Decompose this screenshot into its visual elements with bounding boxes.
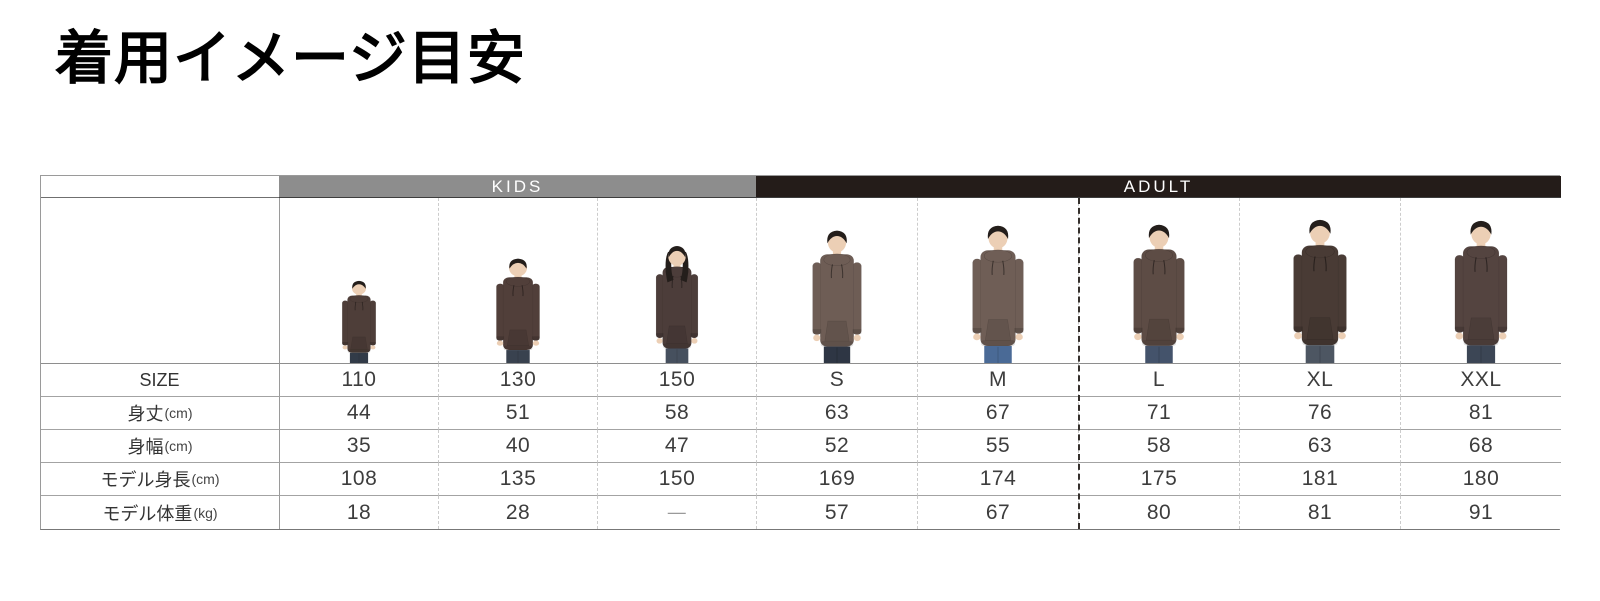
- model-figure: [812, 230, 862, 363]
- photo-row-label-cell: [41, 198, 279, 364]
- model-figure: [496, 258, 540, 363]
- row-label-size: SIZE: [41, 364, 279, 397]
- body-length-value: 58: [597, 397, 756, 430]
- body-width-value: 68: [1400, 430, 1561, 463]
- size-value: 110: [279, 364, 438, 397]
- model-photo-l: [1078, 198, 1239, 364]
- sizing-table: KIDS ADULT SIZE 110 130 150 S M L XL XXL…: [40, 175, 1561, 530]
- model-weight-value: 28: [438, 496, 597, 529]
- body-width-value: 47: [597, 430, 756, 463]
- body-width-value: 63: [1239, 430, 1400, 463]
- page-title: 着用イメージ目安: [55, 26, 526, 91]
- model-figure: [342, 280, 376, 363]
- model-photo-xxl: [1400, 198, 1561, 364]
- model-weight-value: 57: [756, 496, 917, 529]
- model-figure: [1293, 219, 1347, 363]
- model-height-value: 174: [917, 463, 1078, 496]
- model-weight-value: 81: [1239, 496, 1400, 529]
- body-length-value: 67: [917, 397, 1078, 430]
- model-weight-value: 18: [279, 496, 438, 529]
- model-weight-value: —: [597, 496, 756, 529]
- model-figure: [1133, 224, 1185, 363]
- body-width-value: 55: [917, 430, 1078, 463]
- size-value: S: [756, 364, 917, 397]
- model-photo-s: [756, 198, 917, 364]
- row-label-model-weight: モデル体重 (kg): [41, 496, 279, 529]
- model-photo-130: [438, 198, 597, 364]
- body-width-value: 40: [438, 430, 597, 463]
- model-photo-110: [279, 198, 438, 364]
- row-label-body-length: 身丈 (cm): [41, 397, 279, 430]
- row-label-body-width: 身幅 (cm): [41, 430, 279, 463]
- body-width-value: 58: [1078, 430, 1239, 463]
- body-length-value: 44: [279, 397, 438, 430]
- model-height-value: 150: [597, 463, 756, 496]
- body-length-value: 71: [1078, 397, 1239, 430]
- model-height-value: 169: [756, 463, 917, 496]
- model-weight-value: 91: [1400, 496, 1561, 529]
- model-photo-xl: [1239, 198, 1400, 364]
- model-figure: [972, 225, 1024, 363]
- model-figure: [1454, 220, 1508, 363]
- model-weight-value: 67: [917, 496, 1078, 529]
- body-width-value: 52: [756, 430, 917, 463]
- model-weight-value: 80: [1078, 496, 1239, 529]
- body-width-value: 35: [279, 430, 438, 463]
- model-photo-m: [917, 198, 1078, 364]
- model-height-value: 180: [1400, 463, 1561, 496]
- body-length-value: 63: [756, 397, 917, 430]
- model-figure: [655, 246, 699, 363]
- table-corner-cell: [41, 176, 279, 198]
- row-label-model-height: モデル身長 (cm): [41, 463, 279, 496]
- model-photo-150: [597, 198, 756, 364]
- size-value: 130: [438, 364, 597, 397]
- section-divider-dashed: [1078, 198, 1080, 529]
- body-length-value: 51: [438, 397, 597, 430]
- model-height-value: 181: [1239, 463, 1400, 496]
- size-value: L: [1078, 364, 1239, 397]
- row-label-size-text: SIZE: [139, 369, 180, 390]
- size-value: XXL: [1400, 364, 1561, 397]
- group-header-kids: KIDS: [279, 176, 756, 198]
- model-height-value: 175: [1078, 463, 1239, 496]
- model-height-value: 108: [279, 463, 438, 496]
- size-value: M: [917, 364, 1078, 397]
- group-header-adult: ADULT: [756, 176, 1561, 198]
- model-height-value: 135: [438, 463, 597, 496]
- size-value: 150: [597, 364, 756, 397]
- size-value: XL: [1239, 364, 1400, 397]
- body-length-value: 76: [1239, 397, 1400, 430]
- body-length-value: 81: [1400, 397, 1561, 430]
